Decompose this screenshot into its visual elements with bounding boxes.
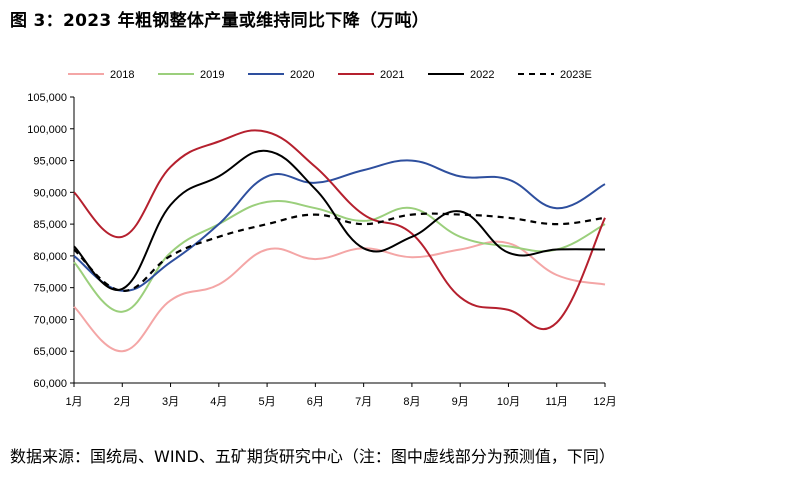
- x-tick-label: 9月: [452, 396, 469, 408]
- legend-label-2023e: 2023E: [560, 69, 592, 81]
- legend-label-2019: 2019: [200, 69, 224, 81]
- x-tick-label: 7月: [355, 396, 372, 408]
- series-line-2022: [73, 149, 606, 291]
- x-tick-label: 3月: [162, 396, 179, 408]
- x-tick-label: 5月: [259, 396, 276, 408]
- series-line-2021: [73, 129, 606, 331]
- x-tick-label: 11月: [546, 396, 568, 408]
- y-tick-label: 70,000: [33, 314, 67, 326]
- series-line-2020: [73, 159, 606, 292]
- x-tick-label: 1月: [65, 396, 82, 408]
- y-tick-label: 100,000: [27, 124, 67, 136]
- series-line-2019: [73, 200, 606, 313]
- series-group: [73, 129, 606, 353]
- legend-label-2020: 2020: [290, 69, 314, 81]
- y-tick-label: 90,000: [33, 187, 67, 199]
- axes: 60,000 65,000 70,000 75,000 80,000 85,000 90,0…: [27, 92, 616, 408]
- x-tick-label: 12月: [593, 396, 616, 408]
- y-tick-label: 80,000: [33, 251, 67, 263]
- legend-label-2018: 2018: [110, 69, 134, 81]
- line-chart: 2018 2019 2020 2021 2022 2023E 60,000 65,000 70…: [27, 69, 616, 408]
- series-line-2018: [73, 240, 606, 353]
- legend-label-2021: 2021: [380, 69, 404, 81]
- y-tick-label: 75,000: [33, 283, 67, 295]
- source-note: 数据来源：国统局、WIND、五矿期货研究中心（注：图中虚线部分为预测值，下同）: [10, 447, 615, 466]
- series-line-2023e: [73, 212, 606, 292]
- x-tick-label: 10月: [497, 396, 520, 408]
- x-tick-label: 8月: [403, 396, 420, 408]
- legend-label-2022: 2022: [470, 69, 494, 81]
- y-tick-label: 65,000: [33, 346, 67, 358]
- y-tick-label: 60,000: [33, 378, 67, 390]
- x-tick-label: 4月: [210, 396, 227, 408]
- x-tick-label: 2月: [114, 396, 131, 408]
- legend: 2018 2019 2020 2021 2022 2023E: [68, 69, 592, 81]
- x-tick-label: 6月: [307, 396, 324, 408]
- y-tick-label: 95,000: [33, 156, 67, 168]
- y-tick-label: 105,000: [27, 92, 67, 104]
- y-tick-label: 85,000: [33, 219, 67, 231]
- chart-title: 图 3：2023 年粗钢整体产量或维持同比下降（万吨）: [10, 11, 430, 31]
